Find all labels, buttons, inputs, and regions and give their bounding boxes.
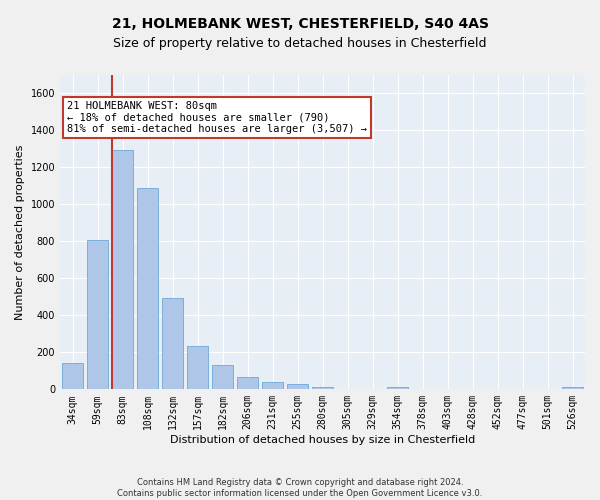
Bar xyxy=(62,364,83,390)
Text: 21 HOLMEBANK WEST: 80sqm
← 18% of detached houses are smaller (790)
81% of semi-: 21 HOLMEBANK WEST: 80sqm ← 18% of detach… xyxy=(67,101,367,134)
Bar xyxy=(562,386,583,390)
Bar xyxy=(187,346,208,390)
Bar xyxy=(287,384,308,390)
Text: Contains HM Land Registry data © Crown copyright and database right 2024.
Contai: Contains HM Land Registry data © Crown c… xyxy=(118,478,482,498)
Bar xyxy=(262,382,283,390)
Bar xyxy=(312,386,333,390)
X-axis label: Distribution of detached houses by size in Chesterfield: Distribution of detached houses by size … xyxy=(170,435,475,445)
Bar xyxy=(162,298,183,390)
Y-axis label: Number of detached properties: Number of detached properties xyxy=(15,144,25,320)
Bar xyxy=(212,366,233,390)
Bar xyxy=(137,188,158,390)
Text: Size of property relative to detached houses in Chesterfield: Size of property relative to detached ho… xyxy=(113,38,487,51)
Bar xyxy=(387,386,408,390)
Text: 21, HOLMEBANK WEST, CHESTERFIELD, S40 4AS: 21, HOLMEBANK WEST, CHESTERFIELD, S40 4A… xyxy=(112,18,488,32)
Bar xyxy=(112,150,133,390)
Bar xyxy=(237,377,258,390)
Bar xyxy=(87,240,108,390)
